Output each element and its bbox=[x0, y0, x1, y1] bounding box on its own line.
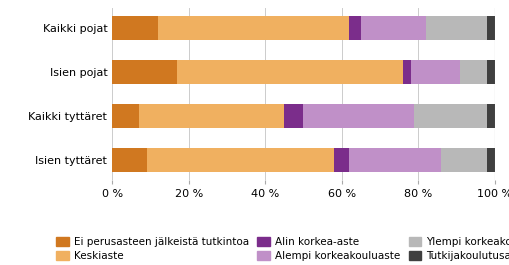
Bar bbox=[460, 60, 486, 84]
Bar bbox=[284, 104, 303, 128]
Legend: Ei perusasteen jälkeistä tutkintoa, Keskiaste, Alin korkea-aste, Alempi korkeako: Ei perusasteen jälkeistä tutkintoa, Kesk… bbox=[56, 237, 509, 261]
Bar bbox=[402, 60, 410, 84]
Bar bbox=[112, 16, 158, 40]
Bar bbox=[410, 60, 460, 84]
Bar bbox=[486, 16, 494, 40]
Bar bbox=[425, 16, 486, 40]
Bar bbox=[112, 60, 177, 84]
Bar bbox=[112, 148, 147, 172]
Bar bbox=[112, 104, 138, 128]
Bar bbox=[486, 148, 494, 172]
Bar bbox=[486, 60, 494, 84]
Bar bbox=[414, 104, 486, 128]
Bar bbox=[333, 148, 349, 172]
Bar bbox=[138, 104, 284, 128]
Bar bbox=[440, 148, 486, 172]
Bar bbox=[177, 60, 402, 84]
Bar bbox=[158, 16, 349, 40]
Bar bbox=[360, 16, 425, 40]
Bar bbox=[147, 148, 333, 172]
Bar bbox=[303, 104, 413, 128]
Bar bbox=[486, 104, 494, 128]
Bar bbox=[349, 16, 360, 40]
Bar bbox=[349, 148, 440, 172]
